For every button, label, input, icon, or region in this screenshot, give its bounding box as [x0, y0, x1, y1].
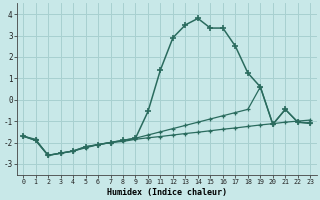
X-axis label: Humidex (Indice chaleur): Humidex (Indice chaleur)	[107, 188, 227, 197]
